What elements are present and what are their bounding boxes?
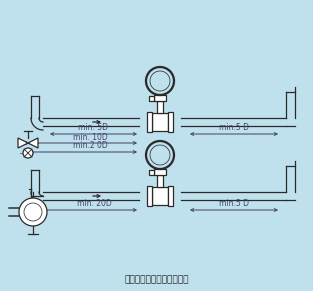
Polygon shape — [18, 138, 28, 148]
Text: min. 20D: min. 20D — [77, 200, 111, 208]
Circle shape — [150, 71, 170, 91]
Bar — [149, 96, 154, 101]
Text: min. 5D: min. 5D — [78, 123, 108, 132]
Bar — [154, 169, 166, 175]
Polygon shape — [28, 138, 38, 148]
Text: min. 10D: min. 10D — [73, 132, 107, 141]
Circle shape — [23, 148, 33, 158]
Bar — [152, 113, 168, 131]
Bar — [157, 175, 163, 187]
Text: min.5 D: min.5 D — [219, 200, 249, 208]
Bar — [147, 186, 152, 206]
Bar — [147, 112, 152, 132]
Text: 弯管、阀门和泵之间的安装: 弯管、阀门和泵之间的安装 — [124, 276, 189, 285]
Circle shape — [150, 145, 170, 165]
Bar — [168, 112, 173, 132]
Bar — [168, 186, 173, 206]
Bar — [152, 187, 168, 205]
Bar — [154, 95, 166, 101]
Text: min.2 0D: min.2 0D — [73, 141, 107, 150]
Bar — [157, 101, 163, 113]
Circle shape — [19, 198, 47, 226]
Bar — [149, 170, 154, 175]
Text: min.5 D: min.5 D — [219, 123, 249, 132]
